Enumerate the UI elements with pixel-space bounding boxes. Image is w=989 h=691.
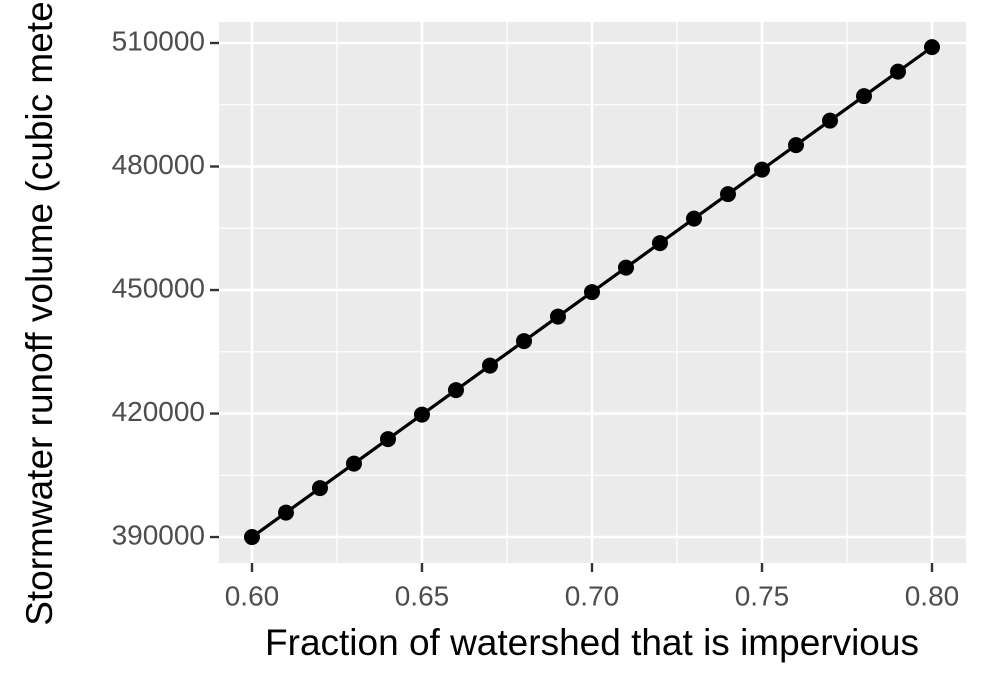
y-tick-label: 450000 <box>112 272 205 303</box>
y-axis-title: Stormwater runoff volume (cubic meters) <box>19 0 60 626</box>
y-tick-label: 480000 <box>112 149 205 180</box>
point <box>311 480 328 497</box>
point <box>583 284 600 301</box>
point <box>447 382 464 399</box>
point <box>277 504 294 521</box>
point <box>379 431 396 448</box>
point <box>413 406 430 423</box>
point <box>243 529 260 546</box>
y-tick-label: 390000 <box>112 519 205 550</box>
point <box>651 235 668 252</box>
point <box>719 186 736 203</box>
point <box>481 357 498 374</box>
point <box>685 210 702 227</box>
x-tick-label: 0.60 <box>225 580 280 611</box>
point <box>821 112 838 129</box>
x-axis-title: Fraction of watershed that is impervious <box>265 622 919 663</box>
x-tick-label: 0.75 <box>735 580 790 611</box>
point <box>753 161 770 178</box>
y-tick-label: 420000 <box>112 396 205 427</box>
point <box>617 259 634 276</box>
x-tick-label: 0.80 <box>905 580 960 611</box>
point <box>855 88 872 105</box>
point <box>787 137 804 154</box>
point <box>515 333 532 350</box>
x-tick-label: 0.70 <box>565 580 620 611</box>
y-tick-label: 510000 <box>112 25 205 56</box>
x-tick-label: 0.65 <box>395 580 450 611</box>
point <box>889 63 906 80</box>
point <box>345 455 362 472</box>
point <box>923 39 940 56</box>
point <box>549 308 566 325</box>
